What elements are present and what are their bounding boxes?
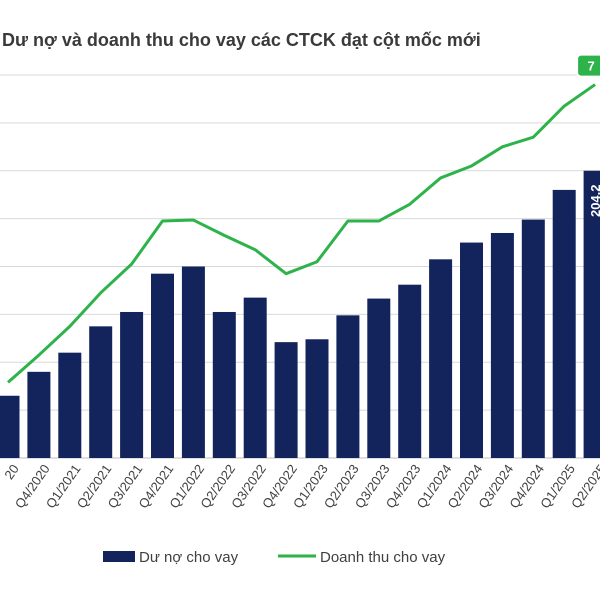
bar: [89, 326, 113, 458]
bar: [151, 273, 174, 458]
bar: [336, 315, 360, 458]
bar: [274, 342, 298, 458]
chart-title: Dư nợ và doanh thu cho vay các CTCK đạt …: [2, 30, 481, 50]
bar: [583, 170, 600, 458]
bar: [398, 284, 422, 458]
x-tick-label: 20: [1, 462, 22, 482]
line-data-label: 7: [587, 59, 594, 74]
bar: [181, 266, 205, 458]
bar: [120, 311, 144, 458]
bar-data-label: 204,2: [588, 184, 600, 217]
bar: [521, 219, 545, 458]
bar: [490, 232, 514, 458]
bar: [367, 298, 391, 458]
bar: [58, 352, 82, 458]
bar: [212, 311, 236, 458]
line-series: [7, 83, 596, 384]
bar: [429, 259, 453, 458]
bar: [552, 189, 576, 458]
bar: [243, 297, 267, 458]
bar: [27, 371, 51, 458]
legend-label: Dư nợ cho vay: [139, 549, 239, 566]
bar: [0, 395, 20, 458]
bar: [305, 339, 329, 458]
bar: [460, 242, 483, 458]
legend-swatch-bar: [103, 551, 135, 562]
line-data-label-box: [576, 53, 600, 78]
legend-label: Doanh thu cho vay: [320, 549, 446, 566]
